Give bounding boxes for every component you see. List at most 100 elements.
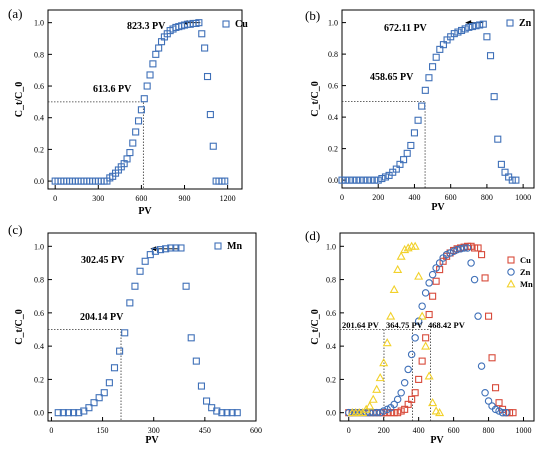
data-point bbox=[414, 116, 422, 124]
data-point bbox=[417, 311, 427, 320]
panel-label: (a) bbox=[8, 6, 22, 21]
y-tick-label: 0.2 bbox=[326, 375, 336, 384]
annotation-label: 364.75 PV bbox=[386, 320, 424, 330]
y-tick-label: 0.0 bbox=[34, 409, 44, 418]
annotation-label: 672.11 PV bbox=[384, 23, 428, 34]
data-point bbox=[453, 245, 461, 254]
data-point bbox=[421, 341, 431, 350]
data-point bbox=[195, 19, 203, 27]
data-point bbox=[454, 28, 462, 36]
data-point bbox=[403, 243, 413, 252]
y-tick-label: 0.2 bbox=[34, 145, 44, 154]
data-point bbox=[223, 409, 231, 417]
x-axis-label: PV bbox=[138, 206, 152, 217]
data-point bbox=[162, 245, 170, 253]
y-tick-label: 1.0 bbox=[328, 19, 338, 28]
y-tick-label: 1.0 bbox=[34, 242, 44, 251]
data-point bbox=[408, 395, 416, 403]
data-point bbox=[484, 397, 493, 405]
data-point bbox=[203, 397, 211, 405]
data-point bbox=[156, 246, 165, 254]
data-point bbox=[497, 160, 505, 168]
legend-marker bbox=[507, 268, 515, 276]
data-point bbox=[349, 176, 357, 184]
data-point bbox=[151, 247, 159, 255]
annotation-label: 302.45 PV bbox=[81, 255, 125, 266]
data-point bbox=[478, 251, 486, 259]
data-point bbox=[393, 395, 402, 404]
data-point bbox=[418, 302, 426, 310]
data-point bbox=[381, 173, 390, 181]
data-point bbox=[421, 289, 430, 297]
data-point bbox=[187, 334, 195, 342]
data-point bbox=[470, 275, 479, 284]
y-tick-label: 0.2 bbox=[34, 375, 44, 384]
data-point bbox=[228, 409, 236, 417]
x-tick-label: 800 bbox=[483, 426, 495, 435]
series-zn bbox=[344, 244, 510, 417]
data-point bbox=[421, 86, 429, 94]
chart-panel-1: 0 300 600 900 1200 0.0 0.2 0.4 0.6 0.8 1.0 PV C_t/C_… bbox=[8, 6, 248, 217]
data-point bbox=[502, 408, 510, 417]
data-point bbox=[477, 362, 486, 370]
data-point bbox=[467, 259, 475, 267]
data-point bbox=[383, 405, 391, 414]
data-point bbox=[490, 93, 498, 101]
data-point bbox=[209, 142, 217, 150]
data-point bbox=[356, 176, 364, 184]
x-tick-label: 900 bbox=[179, 194, 191, 203]
legend-marker bbox=[506, 19, 514, 27]
x-tick-label: 200 bbox=[378, 426, 390, 435]
data-point bbox=[460, 244, 468, 252]
chart-panel-3: 0 150 300 450 600 0.0 0.2 0.4 0.6 0.8 1.0 PV C_t/C_0… bbox=[8, 222, 262, 446]
data-point bbox=[407, 350, 416, 359]
x-axis-label: PV bbox=[430, 435, 444, 446]
data-point bbox=[59, 409, 67, 417]
plot-frame bbox=[341, 9, 535, 189]
y-axis-label: C_t/C_0 bbox=[14, 309, 25, 345]
data-point bbox=[418, 102, 426, 110]
y-tick-label: 0.6 bbox=[34, 82, 44, 91]
data-point bbox=[345, 176, 353, 184]
plot-frame bbox=[47, 9, 243, 190]
x-tick-label: 0 bbox=[49, 426, 53, 435]
annotation-label: 458.65 PV bbox=[370, 72, 414, 83]
x-tick-label: 450 bbox=[199, 426, 211, 435]
legend-entry: Cu bbox=[520, 255, 531, 265]
data-point bbox=[126, 299, 134, 307]
x-tick-label: 600 bbox=[448, 426, 460, 435]
half-concentration-guide bbox=[48, 101, 144, 189]
legend-entry: Zn bbox=[520, 267, 531, 277]
annotation-label: 204.14 PV bbox=[80, 312, 124, 323]
data-point bbox=[375, 373, 385, 382]
data-point bbox=[495, 407, 503, 415]
data-point bbox=[461, 25, 469, 33]
data-point bbox=[137, 106, 145, 114]
data-point bbox=[221, 177, 229, 185]
data-point bbox=[198, 30, 206, 38]
data-point bbox=[376, 408, 384, 417]
data-point bbox=[425, 310, 433, 319]
data-point bbox=[192, 357, 200, 365]
data-point bbox=[415, 375, 423, 383]
data-point bbox=[342, 176, 350, 184]
data-point bbox=[172, 244, 180, 252]
data-point bbox=[392, 165, 400, 173]
data-point bbox=[474, 244, 482, 252]
y-tick-label: 1.0 bbox=[326, 242, 336, 251]
data-point bbox=[155, 44, 163, 52]
x-tick-label: 0 bbox=[53, 194, 57, 203]
data-point bbox=[197, 382, 205, 390]
x-tick-label: 300 bbox=[92, 194, 104, 203]
data-point bbox=[410, 129, 419, 137]
annotation-label: 823.3 PV bbox=[127, 21, 166, 32]
data-point bbox=[436, 45, 444, 53]
data-point bbox=[372, 408, 381, 417]
data-point bbox=[463, 244, 472, 252]
data-point bbox=[90, 399, 98, 407]
data-point bbox=[429, 63, 437, 71]
data-point bbox=[488, 354, 496, 362]
data-point bbox=[134, 117, 143, 125]
y-tick-label: 0.8 bbox=[34, 50, 44, 59]
data-point bbox=[498, 408, 507, 417]
